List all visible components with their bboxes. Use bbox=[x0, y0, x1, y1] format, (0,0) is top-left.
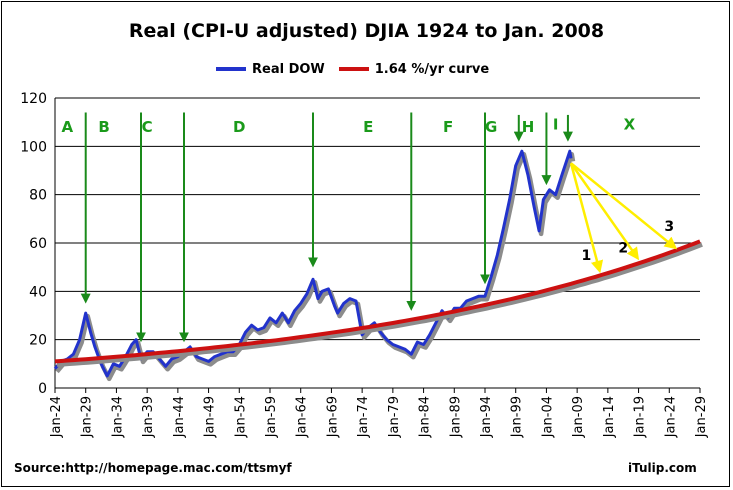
projection-arrow bbox=[570, 162, 678, 250]
period-label: D bbox=[233, 118, 245, 136]
source-note: Source:http://homepage.mac.com/ttsmyf bbox=[14, 461, 292, 475]
x-tick-label: Jan-49 bbox=[203, 396, 218, 438]
period-label: A bbox=[61, 118, 73, 136]
trend-curve-shadow bbox=[56, 241, 703, 367]
x-tick-label: Jan-74 bbox=[356, 396, 371, 438]
x-tick-label: Jan-14 bbox=[602, 396, 617, 438]
x-tick-label: Jan-54 bbox=[233, 396, 248, 438]
trend-curve-line bbox=[54, 239, 701, 364]
legend-item-real-dow: Real DOW bbox=[216, 62, 325, 77]
period-label: I bbox=[553, 115, 559, 133]
period-label: H bbox=[522, 118, 535, 136]
x-tick-label: Jan-59 bbox=[264, 396, 279, 438]
x-tick-label: Jan-44 bbox=[172, 396, 187, 438]
chart-legend: Real DOW 1.64 %/yr curve bbox=[216, 60, 503, 78]
y-tick-label: 100 bbox=[20, 139, 47, 155]
x-tick-label: Jan-79 bbox=[387, 396, 402, 438]
x-tick-label: Jan-64 bbox=[295, 396, 310, 438]
chart-title: Real (CPI-U adjusted) DJIA 1924 to Jan. … bbox=[128, 20, 605, 42]
x-tick-label: Jan-29 bbox=[694, 396, 709, 438]
projection-arrow bbox=[569, 162, 640, 261]
legend-swatch-trend-curve bbox=[338, 67, 369, 71]
period-label: B bbox=[98, 118, 109, 136]
period-label: C bbox=[142, 118, 153, 136]
x-tick-label: Jan-99 bbox=[510, 396, 525, 438]
x-tick-label: Jan-84 bbox=[418, 396, 433, 438]
x-tick-label: Jan-24 bbox=[663, 396, 678, 438]
x-tick-label: Jan-34 bbox=[110, 396, 125, 438]
x-tick-label: Jan-39 bbox=[141, 396, 156, 438]
y-tick-label: 120 bbox=[20, 91, 47, 107]
x-tick-label: Jan-04 bbox=[540, 396, 555, 438]
y-tick-label: 40 bbox=[29, 284, 47, 300]
period-label: F bbox=[443, 118, 453, 136]
period-label: E bbox=[363, 118, 373, 136]
y-tick-label: 60 bbox=[29, 236, 47, 252]
x-tick-label: Jan-19 bbox=[633, 396, 648, 438]
real-dow-shadow bbox=[55, 151, 576, 382]
projection-label: 1 bbox=[581, 248, 591, 264]
projection-arrow bbox=[569, 162, 604, 274]
y-tick-label: 20 bbox=[29, 333, 47, 349]
x-tick-label: Jan-89 bbox=[448, 396, 463, 438]
x-tick-label: Jan-24 bbox=[49, 396, 64, 438]
x-tick-label: Jan-94 bbox=[479, 396, 494, 438]
period-label: G bbox=[485, 118, 497, 136]
projection-label: 2 bbox=[618, 241, 628, 257]
legend-label-real-dow: Real DOW bbox=[252, 61, 325, 77]
projection-label: 3 bbox=[664, 219, 674, 235]
period-label: X bbox=[624, 115, 636, 133]
real-dow-line bbox=[53, 149, 573, 378]
legend-label-trend-curve: 1.64 %/yr curve bbox=[374, 61, 490, 77]
legend-item-trend-curve: 1.64 %/yr curve bbox=[338, 61, 490, 77]
y-tick-label: 0 bbox=[38, 381, 47, 397]
legend-swatch-real-dow bbox=[216, 67, 246, 71]
x-tick-label: Jan-09 bbox=[571, 396, 586, 438]
y-tick-label: 80 bbox=[29, 188, 47, 204]
x-tick-label: Jan-29 bbox=[80, 396, 95, 438]
site-credit: iTulip.com bbox=[628, 461, 697, 475]
x-tick-label: Jan-69 bbox=[325, 396, 340, 438]
